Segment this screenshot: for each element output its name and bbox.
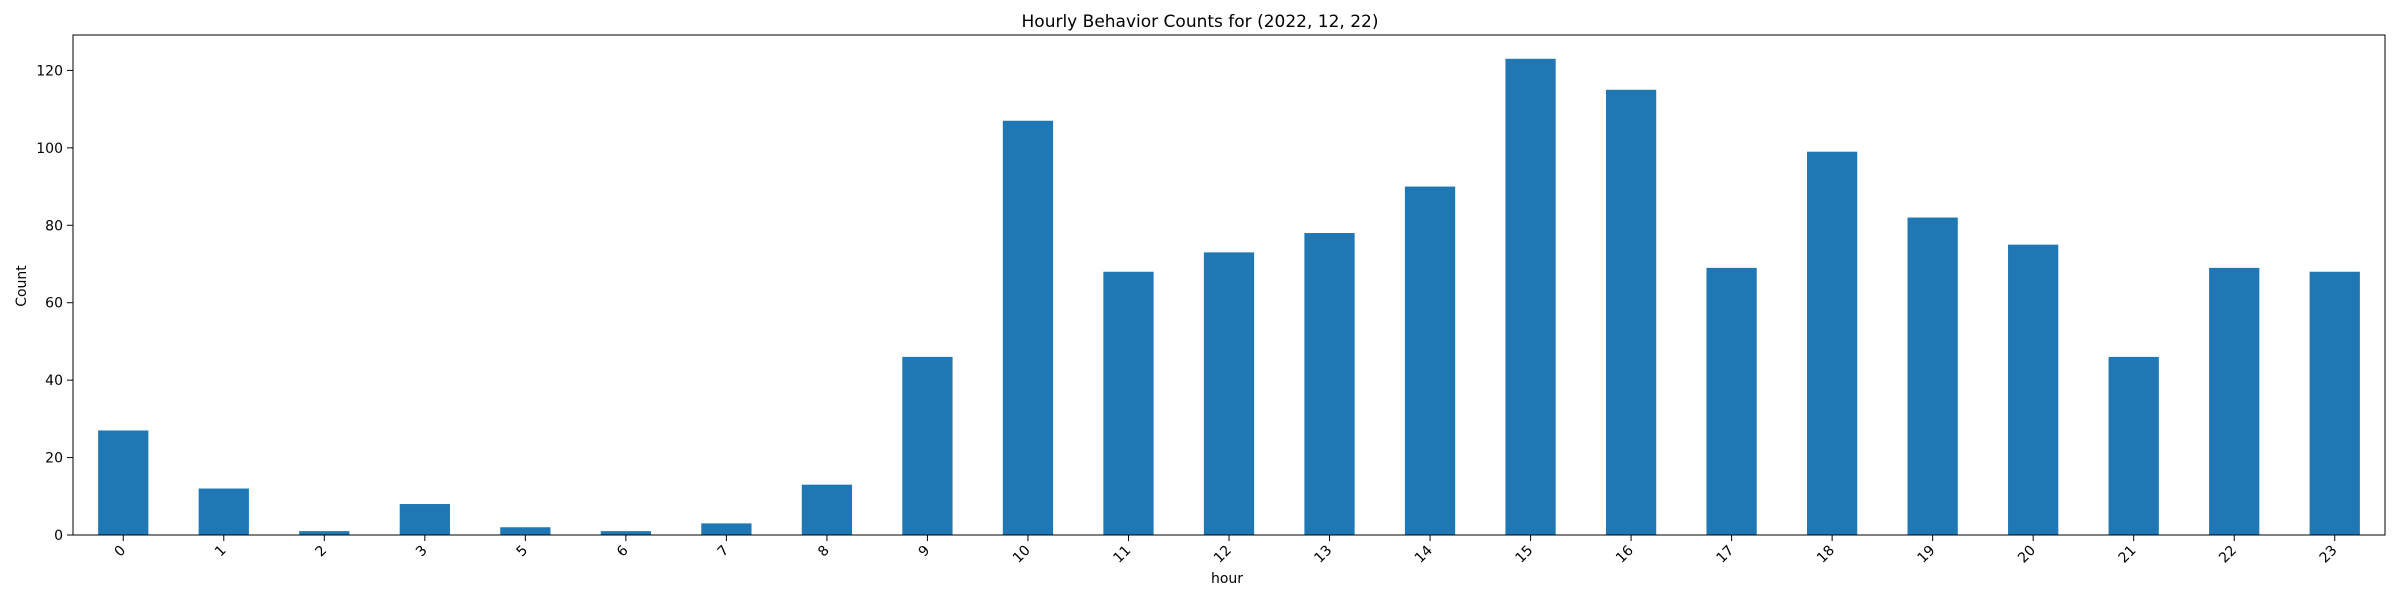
bar-hour-10 [1002,120,1054,535]
y-tick-label: 20 [45,451,63,467]
y-axis-label: Count [14,265,30,307]
bar-hour-8 [801,484,853,535]
x-tick-label: 7 [715,543,733,561]
y-axis-ticks: 0 20 40 60 80 100 120 [36,63,73,544]
y-tick-label: 80 [45,218,63,234]
x-tick-label: 2 [313,543,331,561]
x-tick-label: 11 [1110,543,1134,567]
x-tick-label: 14 [1412,542,1436,566]
bar-hour-15 [1505,58,1556,536]
x-tick-label: 10 [1010,543,1034,567]
x-tick-label: 8 [815,543,833,561]
x-tick-label: 18 [1814,543,1838,567]
x-tick-label: 0 [111,543,129,561]
x-tick-label: 15 [1512,543,1536,567]
bar-hour-16 [1605,89,1657,535]
x-tick-label: 22 [2216,543,2240,567]
bar-hour-6 [600,531,651,535]
x-tick-label: 5 [514,543,532,561]
bar-hour-14 [1404,186,1456,535]
bar-hour-17 [1706,267,1757,535]
y-tick-label: 120 [36,63,63,79]
x-tick-label: 23 [2317,543,2341,567]
bar-hour-5 [500,527,551,535]
x-tick-label: 20 [2015,543,2039,567]
y-tick-label: 60 [45,296,63,312]
x-tick-label: 9 [916,543,934,561]
bar-hour-23 [2309,271,2360,535]
bar-hour-9 [902,356,953,535]
x-tick-label: 12 [1211,543,1235,567]
bars-layer [98,58,2360,536]
bar-hour-13 [1304,233,1355,535]
bar-hour-18 [1807,151,1858,535]
x-tick-label: 1 [212,543,230,561]
x-tick-label: 6 [614,542,632,560]
bar-hour-19 [1907,217,1958,536]
plot-frame [72,34,2386,536]
bar-hour-20 [2008,244,2059,535]
x-tick-label: 16 [1613,542,1637,566]
x-tick-label: 19 [1915,543,1939,567]
chart-title: Hourly Behavior Counts for (2022, 12, 22… [1022,12,1379,32]
y-tick-label: 40 [45,373,63,389]
x-axis-ticks: 0 1 2 3 5 6 7 8 9 10 11 12 13 14 15 16 17 18 19 20 21 22 23 [111,535,2341,567]
bar-hour-12 [1203,252,1255,535]
x-tick-label: 3 [413,543,431,561]
bar-hour-21 [2108,356,2159,535]
y-tick-label: 0 [54,528,63,544]
bar-hour-7 [701,523,752,535]
bar-hour-0 [98,430,149,535]
x-tick-label: 21 [2116,543,2140,567]
y-tick-label: 100 [36,141,63,157]
bar-hour-22 [2209,267,2260,535]
bar-hour-2 [299,531,350,535]
bar-hour-11 [1103,271,1154,535]
bar-hour-1 [198,488,249,535]
x-axis-label: hour [1211,571,1243,587]
x-tick-label: 17 [1714,543,1738,567]
bar-hour-3 [399,504,450,535]
x-tick-label: 13 [1311,543,1335,567]
